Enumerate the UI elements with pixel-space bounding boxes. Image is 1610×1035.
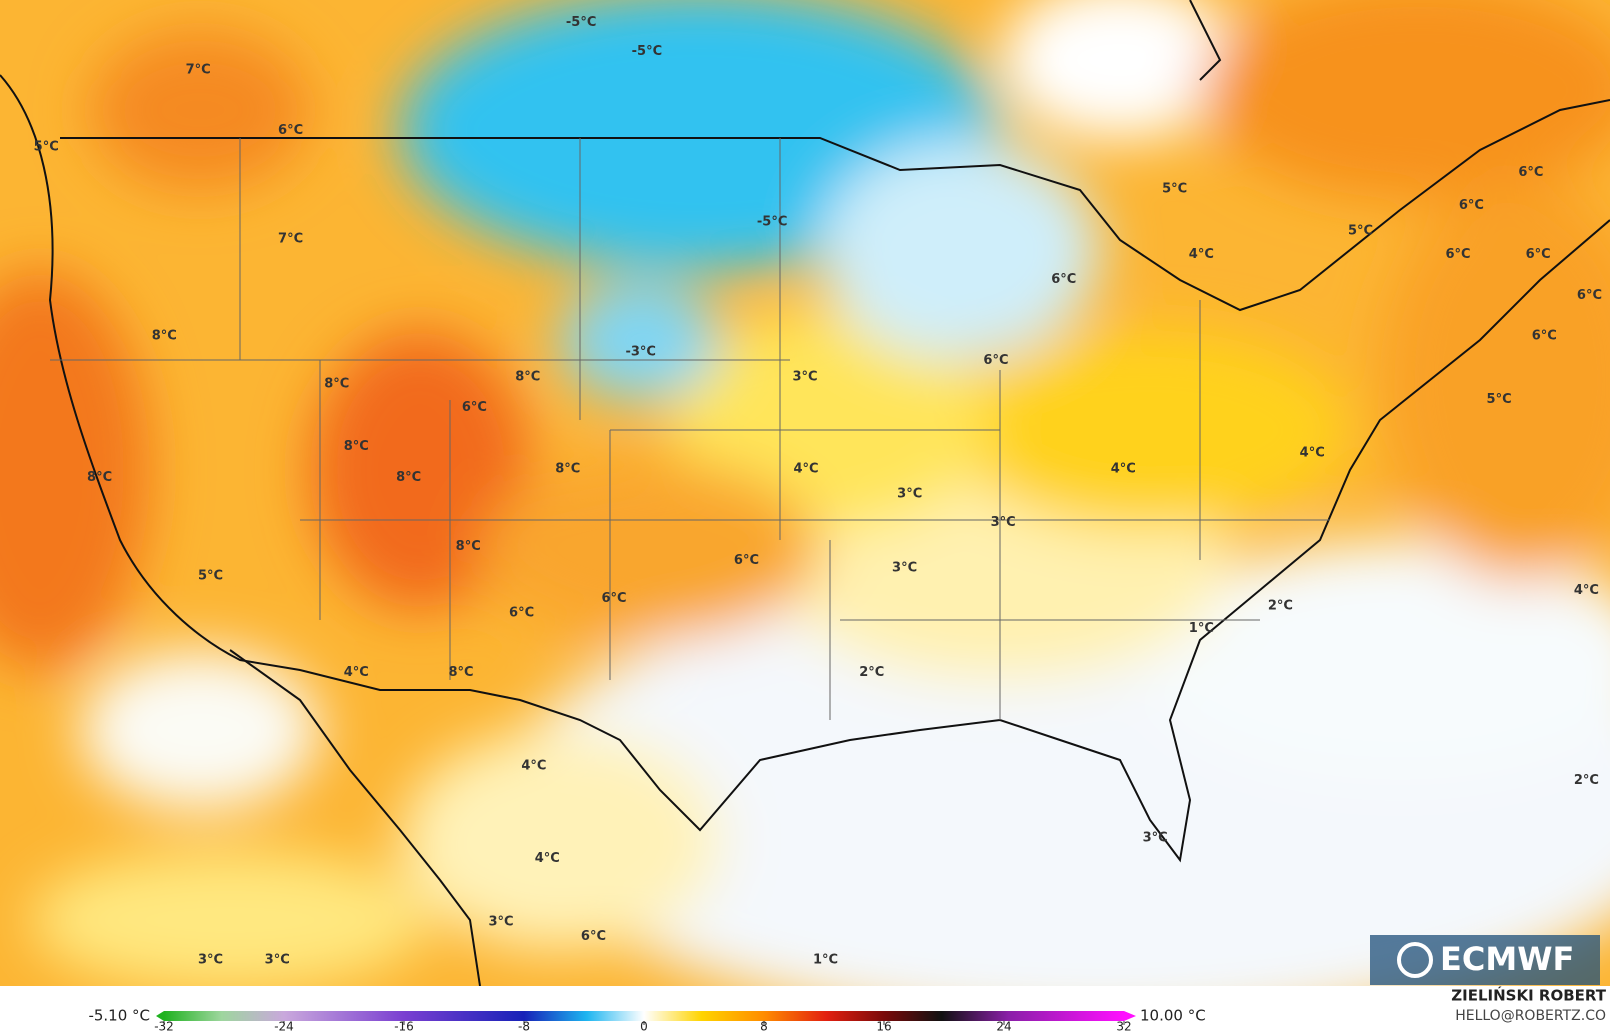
credit-author: ZIELIŃSKI ROBERT (1451, 986, 1606, 1005)
temperature-label: 3°C (489, 915, 514, 930)
temperature-label: 8°C (344, 439, 369, 454)
temperature-label: 6°C (1532, 328, 1557, 343)
temperature-label: 6°C (1577, 288, 1602, 303)
temperature-label: 8°C (396, 470, 421, 485)
temperature-label: 4°C (344, 665, 369, 680)
temperature-label: 8°C (152, 328, 177, 343)
temperature-label: 3°C (892, 560, 917, 575)
colorbar-min: -5.10 °C (88, 1007, 150, 1025)
temperature-label: 8°C (448, 665, 473, 680)
colorbar-max: 10.00 °C (1140, 1007, 1206, 1025)
temperature-label: 2°C (1268, 598, 1293, 613)
temperature-label: 3°C (1143, 830, 1168, 845)
temperature-label: 6°C (734, 553, 759, 568)
temperature-label: 8°C (324, 377, 349, 392)
temperature-label: 4°C (1189, 247, 1214, 262)
temperature-label: 5°C (34, 139, 59, 154)
logo-icon (1397, 942, 1433, 978)
temperature-label: 6°C (1051, 272, 1076, 287)
temperature-label: 5°C (1162, 181, 1187, 196)
temperature-label: 6°C (1518, 165, 1543, 180)
temperature-label: 6°C (581, 929, 606, 944)
temperature-label: 6°C (278, 123, 303, 138)
colorbar-tick-label: -24 (274, 1020, 294, 1034)
temperature-label: 8°C (515, 369, 540, 384)
temperature-label: -3°C (625, 345, 655, 360)
temperature-label: 8°C (87, 470, 112, 485)
temperature-label: 8°C (456, 539, 481, 554)
colorbar-tick-label: 16 (876, 1020, 891, 1034)
temperature-label: 4°C (1300, 445, 1325, 460)
temperature-label: 4°C (793, 462, 818, 477)
colorbar-tick-label: 8 (760, 1020, 768, 1034)
temperature-labels: -5°C -5°C 7°C 6°C 5°C -5°C 5°C 5°C 4°C 6°C 6°C 7°C 6… (34, 15, 1602, 967)
temperature-label: 6°C (983, 353, 1008, 368)
temperature-label: 1°C (813, 953, 838, 968)
temperature-label: 3°C (792, 369, 817, 384)
colorbar-tick-label: -16 (394, 1020, 414, 1034)
temperature-label: -5°C (566, 15, 596, 30)
colorbar-arrow (1124, 1011, 1136, 1021)
colorbar-tick-label: -8 (518, 1020, 530, 1034)
temperature-label: 4°C (1111, 462, 1136, 477)
temperature-label: 5°C (1348, 224, 1373, 239)
temperature-label: 8°C (555, 462, 580, 477)
temperature-label: 4°C (535, 851, 560, 866)
temperature-label: -5°C (757, 214, 787, 229)
temperature-label: 3°C (198, 953, 223, 968)
temperature-label: 7°C (186, 62, 211, 77)
temperature-label: 6°C (1445, 247, 1470, 262)
temperature-label: 2°C (1574, 773, 1599, 788)
temperature-label: 5°C (1487, 392, 1512, 407)
colorbar: -32 -24 -16 -8 0 8 16 24 32 (154, 1011, 1136, 1034)
colorbar-arrow (156, 1011, 164, 1021)
temperature-label: 3°C (897, 486, 922, 501)
temperature-label: -5°C (632, 44, 662, 59)
temperature-label: 4°C (1574, 583, 1599, 598)
colorbar-ramp (164, 1011, 1124, 1021)
colorbar-tick-label: -32 (154, 1020, 174, 1034)
credit-email: HELLO@ROBERTZ.CO (1455, 1008, 1606, 1024)
temperature-label: 6°C (601, 591, 626, 606)
temperature-label: 6°C (1459, 198, 1484, 213)
temperature-label: 6°C (1526, 247, 1551, 262)
colorbar-tick-label: 32 (1116, 1020, 1131, 1034)
temperature-label: 4°C (521, 758, 546, 773)
temperature-label: 7°C (278, 232, 303, 247)
temperature-label: 3°C (265, 953, 290, 968)
temperature-label: 5°C (198, 569, 223, 584)
temperature-label: 6°C (509, 605, 534, 620)
temperature-label: 1°C (1189, 621, 1214, 636)
temperature-label: 6°C (462, 400, 487, 415)
colorbar-tick-label: 24 (996, 1020, 1011, 1034)
temperature-label: 2°C (859, 665, 884, 680)
logo-text: ECMWF (1440, 940, 1574, 978)
temperature-label: 3°C (991, 515, 1016, 530)
colorbar-tick-label: 0 (640, 1020, 648, 1034)
